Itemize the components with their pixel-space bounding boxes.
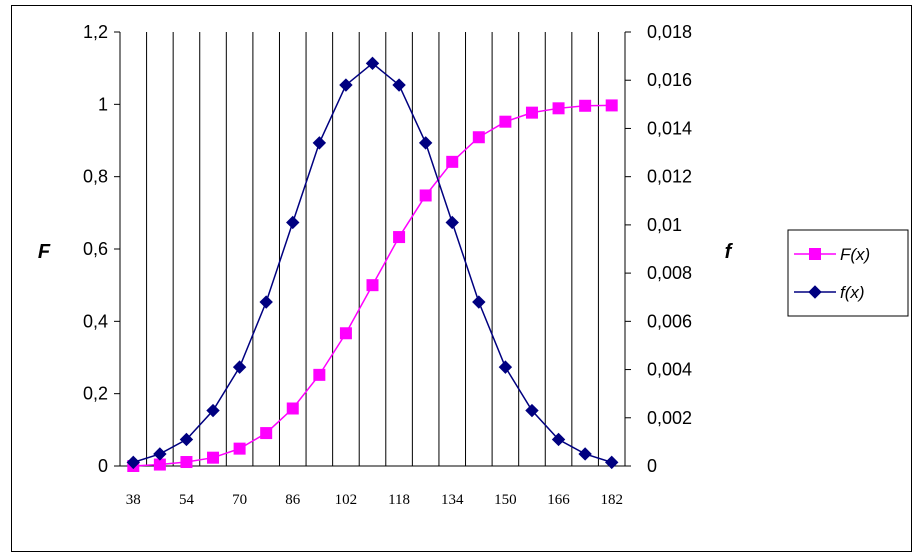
left-tick-label: 0,6 [83,239,108,259]
data-point [206,403,220,418]
x-tick-label: 70 [232,492,247,508]
data-point [579,99,592,112]
data-point [259,295,273,309]
data-point [233,442,246,455]
data-point [232,360,247,374]
data-point [445,215,459,230]
data-point [392,78,406,92]
data-point [419,189,432,202]
left-tick-label: 1,2 [83,22,108,42]
right-tick-label: 0,012 [647,167,692,187]
x-tick-label: 150 [494,492,517,508]
data-point [286,402,299,415]
data-point [339,78,353,92]
right-tick-label: 0,006 [647,311,692,331]
x-tick-label: 134 [441,492,464,508]
x-tick-label: 38 [126,492,141,508]
right-tick-label: 0,002 [647,408,692,428]
left-tick-label: 0,8 [83,167,108,187]
data-point [180,456,193,469]
right-tick-label: 0 [647,456,657,476]
data-point [126,455,140,470]
data-point [286,215,300,230]
legend-marker [808,285,822,299]
data-point [472,295,486,309]
legend-box [787,229,909,317]
data-point [525,403,539,418]
x-tick-label: 182 [600,492,623,508]
data-point [365,56,380,71]
left-tick-label: 0,4 [83,311,108,331]
left-tick-label: 0,2 [83,384,108,404]
legend-label: f(x) [840,283,865,302]
legend-label: F(x) [840,245,870,264]
right-tick-label: 0,004 [647,360,692,380]
data-point [498,360,513,374]
data-point [551,432,566,447]
left-tick-label: 1 [98,94,108,114]
data-point [552,102,565,115]
data-point [313,368,326,381]
right-tick-label: 0,016 [647,70,692,90]
data-point [578,447,592,461]
data-point [339,327,352,340]
data-point [179,432,194,447]
data-point [393,231,406,244]
right-tick-label: 0,008 [647,263,692,283]
x-tick-label: 118 [388,492,410,508]
data-point [366,279,379,292]
data-point [472,131,485,144]
data-point [418,136,433,150]
data-point [499,115,512,128]
left-tick-label: 0 [98,456,108,476]
right-tick-label: 0,014 [647,118,692,138]
data-point [207,451,220,464]
left-axis-title: F [38,241,51,263]
data-point [153,458,166,471]
data-point [260,427,273,440]
data-point [605,99,618,112]
plot-area [120,32,625,466]
right-axis-title: f [725,241,734,263]
x-tick-label: 86 [285,492,301,508]
right-tick-label: 0,01 [647,215,682,235]
x-tick-label: 166 [547,492,570,508]
data-point [153,447,167,461]
right-tick-label: 0,018 [647,22,692,42]
x-tick-label: 54 [179,492,195,508]
data-point [312,136,327,150]
data-point [525,106,538,119]
data-point [605,455,619,470]
legend-marker [809,248,821,260]
data-point [446,155,459,168]
x-tick-label: 102 [335,492,358,508]
